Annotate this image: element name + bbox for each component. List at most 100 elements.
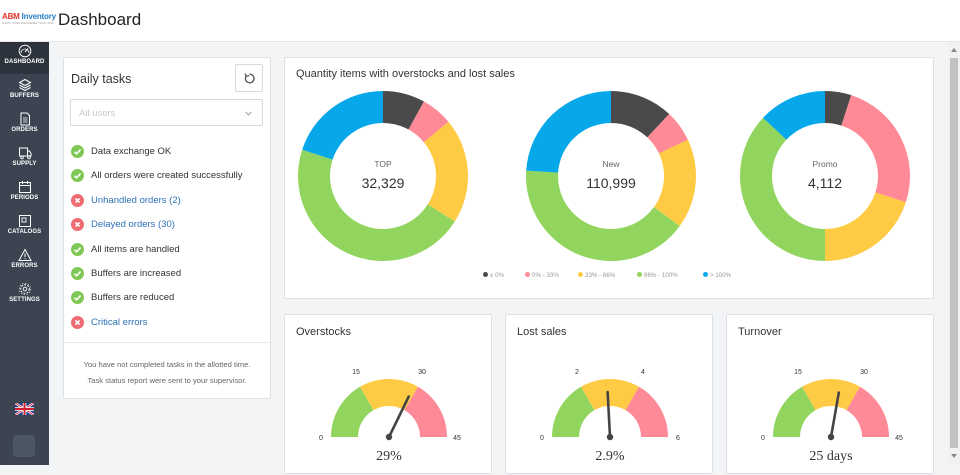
user-select[interactable]: All users: [70, 99, 263, 126]
legend-item: 0% - 33%: [525, 272, 559, 279]
gauge-band-low: [331, 386, 374, 437]
segment-0-33[interactable]: [647, 114, 688, 154]
segment-le-0[interactable]: [383, 91, 424, 130]
user-avatar[interactable]: [13, 435, 35, 457]
gauge-tick-label: 30: [860, 369, 868, 376]
task-label: Buffers are increased: [91, 268, 182, 279]
warning-icon: [17, 248, 32, 261]
daily-tasks-title: Daily tasks: [71, 72, 132, 86]
gauge-tick-label: 15: [352, 369, 360, 376]
truck-icon: [18, 147, 31, 160]
segment-le-0[interactable]: [611, 91, 670, 138]
sidebar-item-label: PERIODS: [10, 195, 39, 201]
gauge-tick-label: 45: [453, 435, 461, 442]
legend-dot: [483, 272, 488, 277]
gauge-needle-hub: [606, 433, 614, 441]
gauge-needle-hub: [385, 433, 393, 441]
sidebar-item-dashboard[interactable]: DASHBOARD: [0, 42, 49, 74]
top-bar: ABM Inventory SUPPLY CHAIN MANAGEMENT SO…: [0, 0, 960, 42]
sidebar-item-catalogs[interactable]: CATALOGS: [0, 212, 49, 244]
error-circle-icon: [71, 315, 84, 329]
refresh-button[interactable]: [235, 64, 263, 92]
chevron-down-icon: [245, 111, 252, 116]
segment-66-100[interactable]: [739, 117, 825, 261]
legend-item: > 100%: [703, 272, 731, 279]
gauge-tick-label: 45: [895, 435, 903, 442]
donut-value: 4,112: [808, 175, 842, 191]
segment-33-66[interactable]: [825, 192, 906, 261]
refresh-icon: [244, 73, 255, 84]
segment-66-100[interactable]: [526, 170, 680, 262]
check-circle-icon: [71, 145, 84, 158]
legend-dot: [637, 272, 642, 277]
uk-flag-icon[interactable]: [15, 403, 34, 415]
logo-primary-text: ABM: [2, 12, 20, 21]
gauge-card-overstocks: Overstocks 0 15 30 45 29%: [284, 314, 492, 474]
gauge-card-lost-sales: Lost sales 0 2 4 6 2.9%: [505, 314, 713, 474]
page-scrollbar[interactable]: [948, 42, 960, 465]
gauge-tick-label: 2: [575, 369, 579, 376]
gauge-band-high: [846, 386, 889, 437]
legend-dot: [703, 272, 708, 277]
segment-0-33[interactable]: [841, 95, 910, 203]
gauge-title: Lost sales: [517, 326, 567, 338]
sidebar-item-settings[interactable]: SETTINGS: [0, 280, 49, 312]
scroll-down-arrow[interactable]: [951, 454, 957, 458]
donut-value: 110,999: [586, 175, 636, 191]
tasks-note-line: You have not completed tasks in the allo…: [83, 360, 251, 369]
catalog-icon: [18, 215, 31, 227]
gauge-band-mid: [581, 379, 639, 411]
segment-33-66[interactable]: [423, 121, 468, 222]
segment-gt-100[interactable]: [763, 91, 825, 140]
layers-icon: [17, 78, 32, 92]
app-logo[interactable]: ABM Inventory SUPPLY CHAIN MANAGEMENT SO…: [2, 12, 56, 34]
donut-label: TOP: [374, 159, 392, 169]
legend-label: ≤ 0%: [490, 272, 505, 279]
gauge-value: 2.9%: [595, 449, 625, 464]
check-circle-icon: [71, 169, 84, 183]
segment-gt-100[interactable]: [302, 91, 383, 160]
sidebar-item-label: SUPPLY: [12, 161, 37, 167]
gear-icon: [18, 282, 31, 296]
gauge-title: Turnover: [738, 326, 782, 338]
segment-le-0[interactable]: [825, 91, 852, 126]
document-icon: [20, 112, 30, 126]
task-label: Unhandled orders (2): [91, 194, 181, 206]
gauge-tick-label: 0: [761, 435, 765, 442]
task-label: All items are handled: [91, 243, 180, 255]
sidebar-item-buffers[interactable]: BUFFERS: [0, 76, 49, 108]
scrollbar-thumb[interactable]: [950, 58, 958, 448]
segment-gt-100[interactable]: [526, 91, 611, 173]
gauge-band-high: [404, 386, 447, 437]
sidebar-item-orders[interactable]: ORDERS: [0, 110, 49, 142]
sidebar-item-errors[interactable]: ERRORS: [0, 246, 49, 278]
segment-0-33[interactable]: [408, 101, 449, 143]
logo-tagline: SUPPLY CHAIN MANAGEMENT SOLUTIONS: [2, 22, 54, 25]
donut-charts: TOP 32,329 New 110,999 Promo 4,112: [298, 91, 910, 262]
gauge-tick-label: 30: [418, 369, 426, 376]
legend-label: 0% - 33%: [532, 272, 559, 279]
sidebar-item-label: DASHBOARD: [4, 59, 45, 65]
check-circle-icon: [71, 242, 84, 256]
logo-secondary-text: Inventory: [21, 12, 56, 21]
legend-item: ≤ 0%: [483, 272, 504, 279]
segment-33-66[interactable]: [653, 139, 696, 226]
tasks-note-line: Task status report were sent to your sup…: [87, 376, 247, 385]
sidebar-item-label: SETTINGS: [9, 297, 40, 303]
sidebar-item-supply[interactable]: SUPPLY: [0, 144, 49, 176]
overstock-lost-sales-card: Quantity items with overstocks and lost …: [284, 57, 934, 299]
check-circle-icon: [71, 291, 84, 305]
segment-66-100[interactable]: [298, 149, 455, 261]
gauge-band-low: [552, 386, 595, 437]
donut-label: New: [602, 159, 620, 169]
task-label: Delayed orders (30): [91, 219, 175, 231]
check-circle-icon: [71, 267, 84, 280]
task-label: Buffers are reduced: [91, 292, 175, 304]
legend-dot: [578, 272, 583, 277]
sidebar-item-label: ORDERS: [11, 127, 38, 133]
scroll-up-arrow[interactable]: [951, 48, 957, 52]
sidebar-item-periods[interactable]: PERIODS: [0, 178, 49, 210]
gauge-needle: [829, 391, 841, 439]
gauge-needle: [606, 390, 612, 439]
sidebar-item-label: ERRORS: [11, 263, 38, 269]
